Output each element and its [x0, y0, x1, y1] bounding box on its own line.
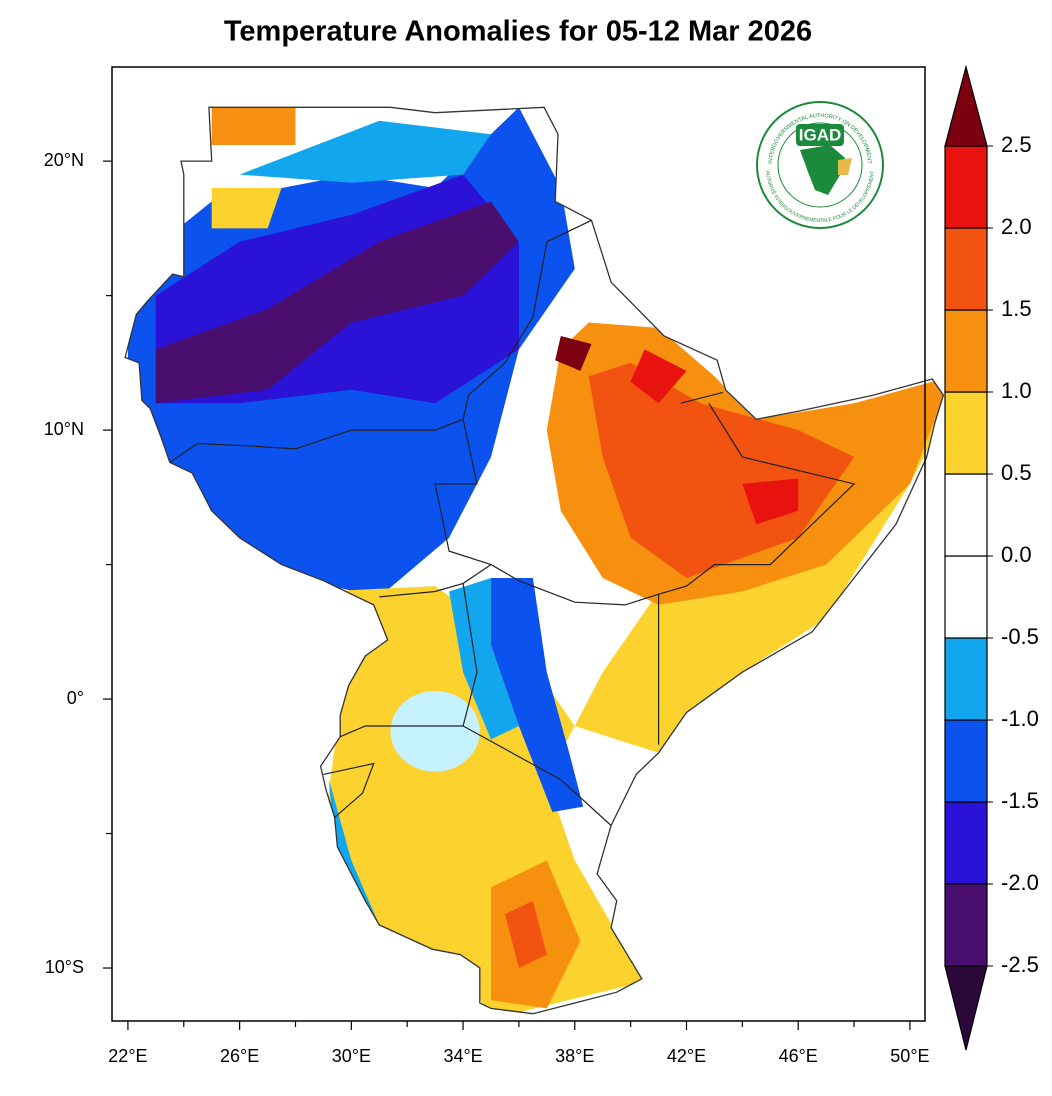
- anomaly-region: [630, 349, 687, 404]
- colorbar-label: -2.0: [1001, 870, 1039, 895]
- chart-title: Temperature Anomalies for 05-12 Mar 2026: [224, 16, 812, 48]
- x-tick-label: 46°E: [779, 1046, 818, 1066]
- logo-badge: [796, 124, 844, 146]
- colorbar-box: [944, 391, 988, 475]
- colorbar-box: [944, 637, 988, 721]
- y-tick-label: 10°S: [45, 957, 84, 977]
- colorbar-box: [944, 555, 988, 639]
- country-border: [339, 725, 464, 738]
- colorbar-label: 0.5: [1001, 460, 1032, 485]
- logo-africa: [800, 145, 845, 195]
- colorbar-label: -1.0: [1001, 706, 1039, 731]
- colorbar-box: [944, 473, 988, 557]
- x-tick-label: 42°E: [667, 1046, 706, 1066]
- logo: IGAD INTERGOVERNMENTAL AUTHORITY ON DEVE…: [756, 101, 884, 229]
- y-tick-label: 20°N: [44, 150, 84, 170]
- country-border: [169, 219, 592, 463]
- colorbar-box: [944, 883, 988, 967]
- anomaly-region: [239, 120, 491, 183]
- x-tick-label: 50°E: [890, 1046, 929, 1066]
- anomaly-region: [588, 362, 855, 578]
- anomaly-region: [491, 578, 584, 812]
- country-border: [680, 391, 723, 404]
- anomaly-region: [211, 188, 282, 229]
- logo-horn: [838, 158, 852, 175]
- anomaly-region: [449, 578, 519, 740]
- colorbar-label: 2.0: [1001, 214, 1032, 239]
- colorbar-box: [944, 227, 988, 311]
- logo-text: IGAD: [799, 125, 842, 144]
- colorbar-label: 1.5: [1001, 296, 1032, 321]
- anomaly-region: [742, 478, 799, 525]
- land-outline: [124, 106, 945, 1015]
- anomaly-region: [555, 336, 592, 371]
- colorbar-label: -2.5: [1001, 952, 1039, 977]
- x-tick-label: 34°E: [443, 1046, 482, 1066]
- country-border: [379, 564, 492, 598]
- colorbar-label: 1.0: [1001, 378, 1032, 403]
- y-tick-label: 10°N: [44, 419, 84, 439]
- lake-victoria: [390, 690, 480, 772]
- x-tick-label: 30°E: [332, 1046, 371, 1066]
- anomaly-region: [211, 107, 296, 145]
- anomaly-region: [505, 900, 547, 968]
- colorbar-box: [944, 719, 988, 803]
- colorbar-low: [944, 965, 988, 1051]
- x-tick-label: 22°E: [108, 1046, 147, 1066]
- anomaly-region: [155, 201, 519, 404]
- colorbar-box: [944, 309, 988, 393]
- colorbar-label: 2.5: [1001, 132, 1032, 157]
- y-tick-label: 0°: [67, 688, 84, 708]
- colorbar: -2.5 -2.0 -1.5 -1.0 -0.5 0.0 0.5 1.0 1.5 2.0 2.5: [944, 64, 1039, 1051]
- colorbar-high: [944, 64, 988, 147]
- colorbar-label: -1.5: [1001, 788, 1039, 813]
- country-border: [323, 762, 375, 818]
- colorbar-label: 0.0: [1001, 542, 1032, 567]
- colorbar-box: [944, 145, 988, 229]
- colorbar-box: [944, 801, 988, 885]
- x-tick-label: 26°E: [220, 1046, 259, 1066]
- x-tick-label: 38°E: [555, 1046, 594, 1066]
- country-border: [434, 402, 856, 606]
- colorbar-label: -0.5: [1001, 624, 1039, 649]
